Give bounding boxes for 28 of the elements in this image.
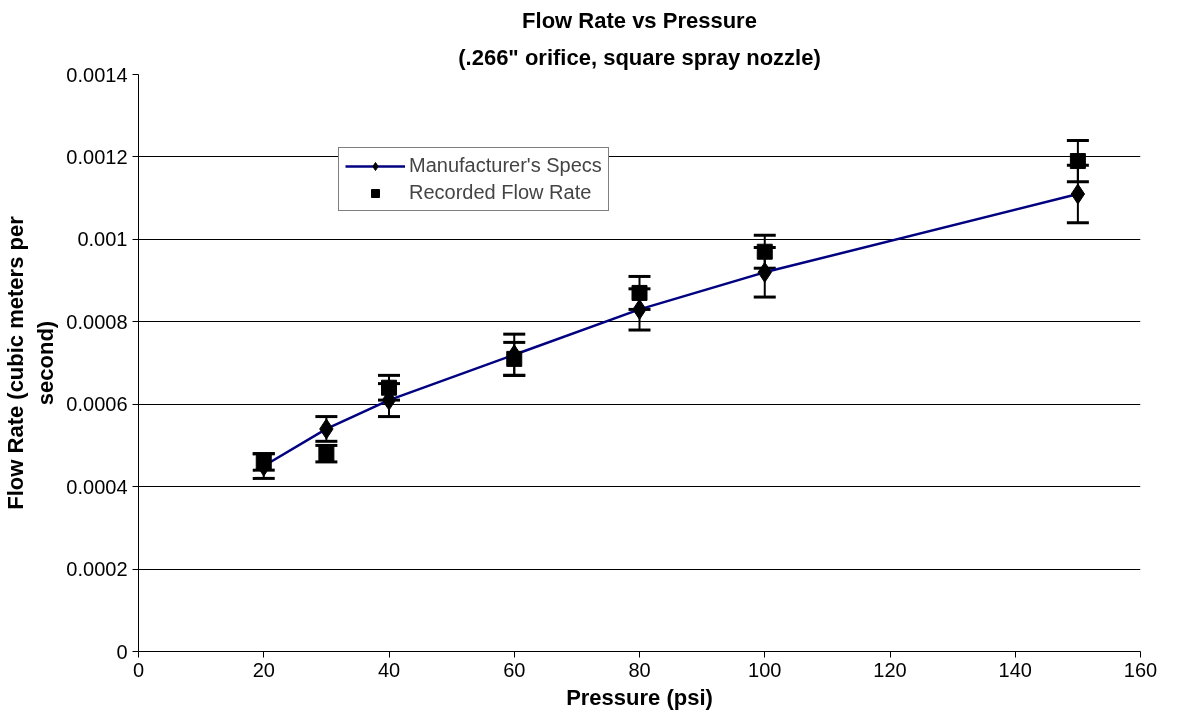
legend-label: Manufacturer's Specs	[409, 154, 602, 177]
y-tick-label: 0	[116, 640, 128, 663]
point	[1069, 153, 1086, 170]
y-tick-label: 0.0014	[66, 63, 128, 86]
x-tick-label: 40	[377, 658, 401, 681]
y-tick-label: 0.0012	[66, 145, 128, 168]
x-tick-label: 120	[873, 658, 907, 681]
x-axis-title: Pressure (psi)	[566, 684, 713, 710]
y-tick-label: 0.0008	[66, 310, 128, 333]
x-tick-label: 100	[748, 658, 782, 681]
x-tick-label: 20	[252, 658, 275, 681]
y-axis-title: Flow Rate (cubic meters per second)	[3, 215, 59, 510]
legend-label: Recorded Flow Rate	[409, 181, 592, 204]
y-tick-label: 0.0004	[66, 475, 128, 498]
y-tick-label: 0.001	[77, 228, 128, 251]
point	[381, 379, 397, 396]
x-tick-label: 160	[1123, 658, 1158, 681]
point	[756, 243, 773, 260]
x-tick-label: 0	[132, 658, 145, 681]
y-tick-label: 0.0002	[66, 558, 128, 581]
x-tick-label: 140	[998, 658, 1032, 681]
y-tick-label: 0.0006	[66, 393, 128, 416]
x-tick-label: 60	[503, 658, 526, 681]
point	[506, 350, 523, 367]
chart-title: Flow Rate vs Pressure	[522, 7, 757, 33]
point	[631, 284, 648, 301]
chart-subtitle: (.266" orifice, square spray nozzle)	[458, 44, 821, 70]
x-tick-label: 80	[628, 658, 651, 681]
